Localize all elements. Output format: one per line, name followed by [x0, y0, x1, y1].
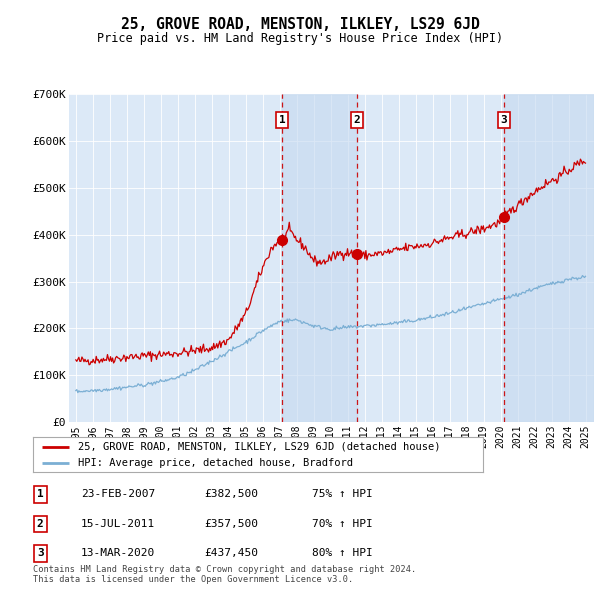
Text: 3: 3 — [37, 549, 44, 558]
Text: 3: 3 — [500, 115, 507, 125]
Bar — [504, 94, 594, 422]
Text: £357,500: £357,500 — [204, 519, 258, 529]
Text: Price paid vs. HM Land Registry's House Price Index (HPI): Price paid vs. HM Land Registry's House … — [97, 32, 503, 45]
Text: 70% ↑ HPI: 70% ↑ HPI — [312, 519, 373, 529]
Text: 80% ↑ HPI: 80% ↑ HPI — [312, 549, 373, 558]
Text: 25, GROVE ROAD, MENSTON, ILKLEY, LS29 6JD: 25, GROVE ROAD, MENSTON, ILKLEY, LS29 6J… — [121, 17, 479, 31]
Text: 1: 1 — [278, 115, 286, 125]
Text: 23-FEB-2007: 23-FEB-2007 — [81, 490, 155, 499]
Text: 13-MAR-2020: 13-MAR-2020 — [81, 549, 155, 558]
Text: 1: 1 — [37, 490, 44, 499]
Text: 25, GROVE ROAD, MENSTON, ILKLEY, LS29 6JD (detached house): 25, GROVE ROAD, MENSTON, ILKLEY, LS29 6J… — [78, 441, 440, 451]
Text: 2: 2 — [353, 115, 360, 125]
Text: £382,500: £382,500 — [204, 490, 258, 499]
Bar — [282, 94, 357, 422]
Text: 15-JUL-2011: 15-JUL-2011 — [81, 519, 155, 529]
Text: 75% ↑ HPI: 75% ↑ HPI — [312, 490, 373, 499]
Text: Contains HM Land Registry data © Crown copyright and database right 2024.
This d: Contains HM Land Registry data © Crown c… — [33, 565, 416, 584]
Text: £437,450: £437,450 — [204, 549, 258, 558]
Text: HPI: Average price, detached house, Bradford: HPI: Average price, detached house, Brad… — [78, 458, 353, 468]
Text: 2: 2 — [37, 519, 44, 529]
